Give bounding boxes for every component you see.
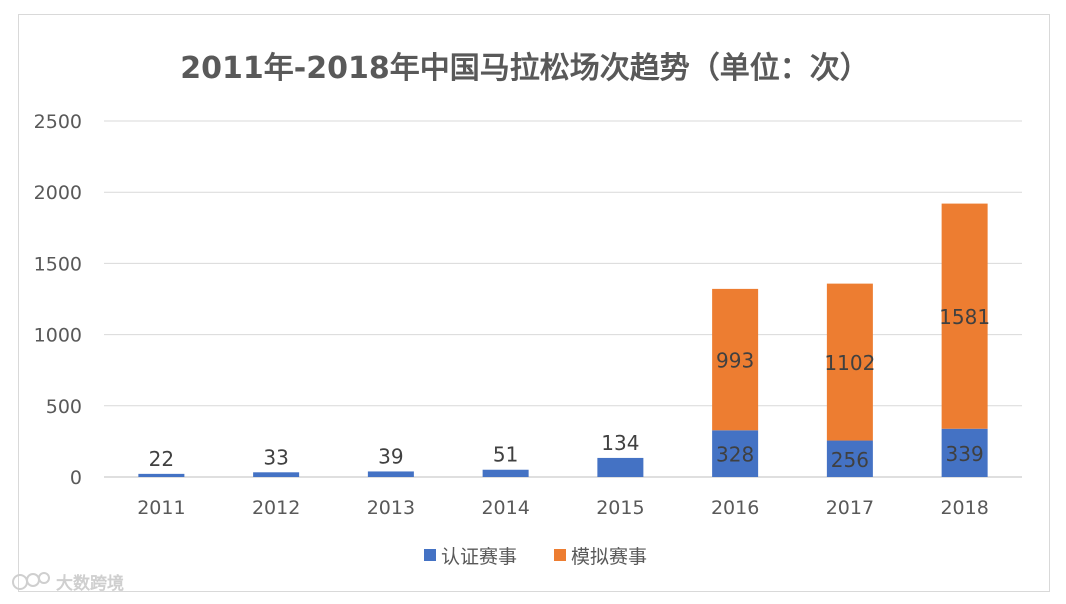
data-label: 256 [831, 448, 869, 472]
gridlines [104, 120, 1022, 478]
y-tick-label: 1500 [34, 253, 82, 275]
data-label: 39 [378, 444, 403, 468]
data-label: 993 [716, 349, 754, 373]
bars [138, 203, 988, 477]
y-tick-label: 2000 [34, 182, 82, 204]
watermark-logo-icon [12, 572, 50, 590]
y-tick-label: 1000 [34, 325, 82, 347]
y-tick-label: 0 [70, 467, 82, 489]
bar-simulated [826, 283, 873, 441]
y-axis: 0 500 1000 1500 2000 2500 [34, 111, 82, 489]
y-tick-label: 500 [46, 396, 82, 418]
data-label: 1102 [824, 351, 875, 375]
x-tick-label: 2016 [711, 497, 759, 519]
data-labels: 22 33 39 51 134 328 993 256 1102 339 1581 [149, 305, 990, 472]
x-tick-label: 2014 [481, 497, 529, 519]
bar-certified [826, 440, 873, 477]
data-label: 51 [493, 443, 518, 467]
data-label: 1581 [939, 305, 990, 329]
y-tick-label: 2500 [34, 111, 82, 133]
data-label: 328 [716, 443, 754, 467]
x-tick-label: 2011 [137, 497, 185, 519]
x-axis: 2011 2012 2013 2014 2015 2016 2017 2018 [137, 497, 989, 519]
bar-certified [367, 471, 414, 477]
bar-certified [597, 457, 644, 477]
x-tick-label: 2015 [596, 497, 644, 519]
data-label: 33 [263, 445, 288, 469]
bar-certified [482, 469, 529, 477]
bar-certified [941, 428, 988, 477]
x-tick-label: 2018 [940, 497, 988, 519]
legend-label: 认证赛事 [441, 546, 517, 568]
watermark: 大数跨境 [12, 572, 124, 594]
legend-swatch [554, 549, 566, 561]
data-label: 134 [601, 431, 639, 455]
bar-certified [712, 430, 759, 477]
legend: 认证赛事 模拟赛事 [424, 546, 647, 568]
data-label: 22 [149, 447, 174, 471]
data-label: 339 [946, 442, 984, 466]
bar-certified [253, 472, 300, 477]
chart-frame [18, 14, 1050, 592]
bar-certified [138, 473, 185, 477]
legend-label: 模拟赛事 [571, 546, 647, 568]
legend-swatch [424, 549, 436, 561]
bar-simulated [941, 203, 988, 429]
x-tick-label: 2017 [826, 497, 874, 519]
chart-title: 2011年-2018年中国马拉松场次趋势（单位：次） [180, 51, 869, 86]
x-tick-label: 2013 [367, 497, 415, 519]
watermark-text: 大数跨境 [56, 573, 124, 594]
x-tick-label: 2012 [252, 497, 300, 519]
bar-simulated [712, 288, 759, 431]
